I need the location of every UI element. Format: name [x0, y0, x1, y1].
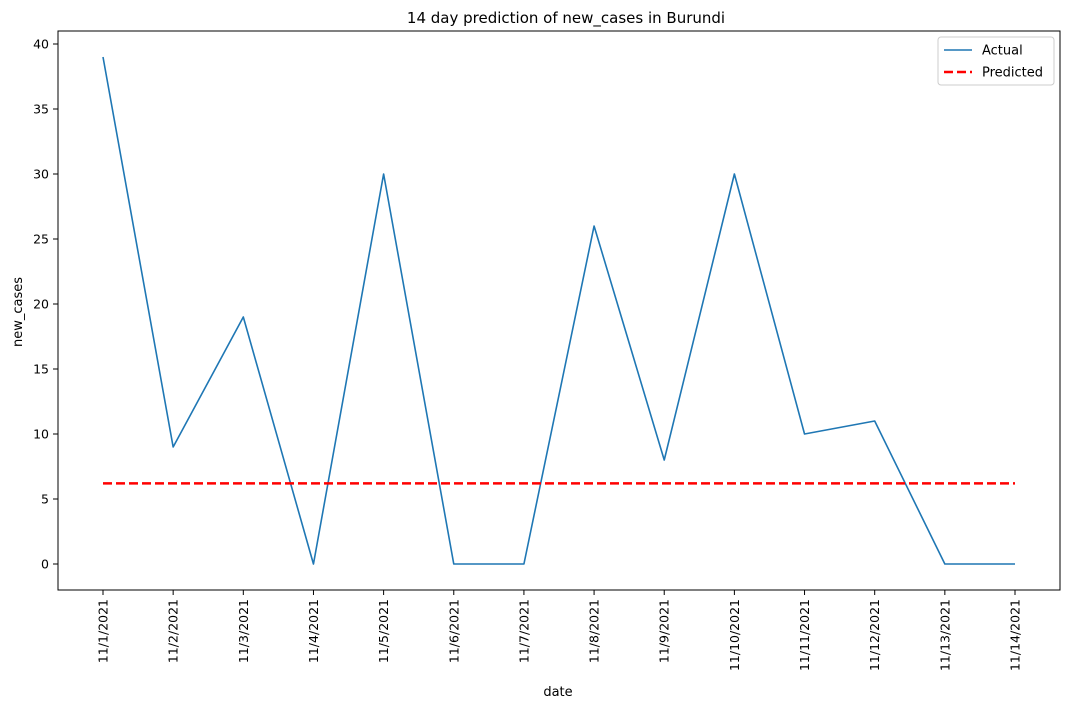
x-tick-label: 11/6/2021: [446, 599, 461, 663]
x-tick-label: 11/2/2021: [166, 599, 181, 663]
legend: Actual Predicted: [937, 36, 1055, 86]
x-tick-label: 11/13/2021: [937, 599, 952, 671]
plot-frame: [57, 30, 1061, 591]
y-tick-label: 5: [41, 492, 49, 507]
x-tick-label: 11/9/2021: [657, 599, 672, 663]
y-tick-label: 10: [33, 427, 49, 442]
y-tick-label: 25: [33, 232, 49, 247]
y-tick-label: 35: [33, 102, 49, 117]
x-tick-label: 11/5/2021: [376, 599, 391, 663]
x-tick-label: 11/12/2021: [867, 599, 882, 671]
y-tick-label: 15: [33, 362, 49, 377]
plot-area: 0 5 10 15 20 25 30 35 40 11/1/2021 11/2/2021 11/3/2…: [33, 30, 1061, 671]
y-tick-label: 40: [33, 37, 49, 52]
y-tick-label: 20: [33, 297, 49, 312]
y-tick-label: 30: [33, 167, 49, 182]
y-axis-label: new_cases: [11, 277, 26, 347]
legend-label: Actual: [982, 44, 1023, 59]
legend-box: [937, 36, 1055, 86]
x-tick-label: 11/7/2021: [516, 599, 531, 663]
x-tick-label: 11/8/2021: [587, 599, 602, 663]
x-tick-label: 11/3/2021: [236, 599, 251, 663]
x-tick-label: 11/14/2021: [1008, 599, 1023, 671]
y-tick-label: 0: [41, 557, 49, 572]
x-tick-label: 11/4/2021: [306, 599, 321, 663]
actual-series-line: [102, 56, 1015, 565]
x-axis-label: date: [543, 685, 572, 700]
x-tick-label: 11/11/2021: [797, 599, 812, 671]
chart-title: 14 day prediction of new_cases in Burund…: [407, 9, 725, 28]
x-tick-label: 11/1/2021: [96, 599, 111, 663]
legend-label: Predicted: [982, 66, 1043, 81]
x-tick-label: 11/10/2021: [727, 599, 742, 671]
